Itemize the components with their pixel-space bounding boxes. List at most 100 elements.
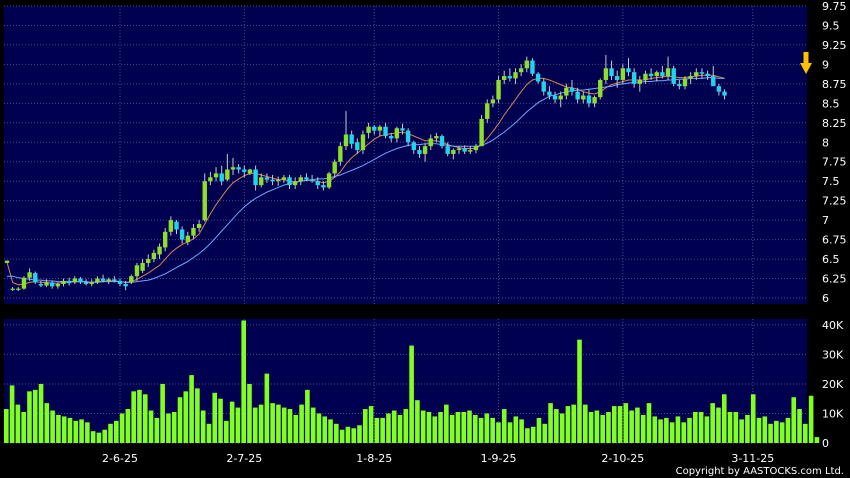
volume-bar bbox=[438, 412, 443, 443]
candle-body bbox=[524, 60, 529, 69]
volume-bar bbox=[467, 410, 472, 443]
candle-body bbox=[55, 283, 61, 287]
candle-body bbox=[648, 73, 654, 77]
candle bbox=[422, 143, 428, 162]
candle bbox=[309, 174, 315, 183]
candle-body bbox=[185, 235, 190, 242]
candle-body bbox=[4, 260, 10, 263]
volume-bar bbox=[137, 389, 142, 443]
candle-body bbox=[78, 278, 83, 283]
candle-body bbox=[665, 68, 671, 77]
candle-body bbox=[208, 177, 213, 182]
candle bbox=[21, 276, 27, 290]
candle-body bbox=[682, 78, 688, 87]
volume-bar bbox=[756, 417, 762, 443]
candle bbox=[33, 271, 38, 284]
volume-series bbox=[4, 320, 820, 443]
candle bbox=[547, 86, 552, 100]
volume-bar bbox=[768, 423, 773, 443]
volume-bar bbox=[96, 432, 102, 443]
candle-body bbox=[637, 79, 642, 84]
candle bbox=[134, 262, 140, 281]
volume-bar bbox=[449, 414, 455, 443]
candle-body bbox=[151, 252, 157, 260]
candle bbox=[61, 278, 66, 287]
candle bbox=[665, 56, 671, 80]
volume-bar bbox=[362, 409, 368, 443]
volume-bar bbox=[368, 406, 374, 443]
candle-body bbox=[377, 126, 383, 131]
candle-body bbox=[360, 134, 366, 151]
price-tick-label: 6 bbox=[822, 292, 829, 305]
volume-bar bbox=[693, 412, 698, 443]
candle bbox=[552, 91, 558, 104]
candle bbox=[586, 89, 592, 108]
date-tick-label: 1-9-25 bbox=[481, 452, 517, 465]
volume-bar bbox=[305, 389, 310, 443]
candle bbox=[569, 79, 575, 96]
volume-bar bbox=[507, 422, 513, 443]
candle bbox=[72, 276, 77, 284]
volume-bar bbox=[287, 409, 293, 443]
candle bbox=[55, 282, 61, 289]
candle-body bbox=[626, 68, 631, 73]
volume-bar bbox=[9, 385, 15, 443]
candle bbox=[146, 254, 151, 267]
volume-bar bbox=[745, 414, 750, 443]
volume-bar bbox=[148, 410, 154, 443]
candle-body bbox=[304, 177, 309, 180]
candle bbox=[377, 125, 383, 137]
volume-bar bbox=[490, 417, 495, 443]
candle bbox=[343, 111, 349, 151]
candle bbox=[615, 70, 620, 88]
volume-bar bbox=[548, 403, 553, 443]
volume-bar bbox=[4, 409, 9, 443]
candle-body bbox=[422, 146, 428, 154]
candle bbox=[247, 168, 253, 175]
price-axis: 9.75 9.5 9.25 9 8.75 8.5 8.25 8 7.75 7.5 7.25 7 6.75… bbox=[822, 0, 847, 305]
candle-body bbox=[620, 68, 626, 80]
candle bbox=[699, 68, 705, 79]
price-tick-label: 8.75 bbox=[822, 78, 847, 91]
candle-body bbox=[270, 179, 275, 182]
candle-body bbox=[462, 148, 467, 152]
price-tick-label: 8.5 bbox=[822, 97, 840, 110]
volume-bar bbox=[808, 395, 814, 443]
date-tick-label: 2-6-25 bbox=[102, 452, 138, 465]
candle bbox=[236, 164, 241, 174]
price-tick-label: 9 bbox=[822, 58, 829, 71]
candle bbox=[722, 89, 727, 100]
volume-bar bbox=[542, 423, 548, 443]
candle-body bbox=[179, 229, 185, 240]
volume-bar bbox=[716, 407, 721, 443]
price-tick-label: 9.25 bbox=[822, 39, 847, 52]
volume-bar bbox=[687, 417, 692, 443]
candle bbox=[575, 87, 580, 104]
candle-body bbox=[309, 179, 315, 182]
volume-bar bbox=[420, 410, 426, 443]
volume-bar bbox=[351, 428, 356, 443]
volume-bar bbox=[652, 416, 658, 443]
price-tick-label: 7.25 bbox=[822, 195, 847, 208]
candle bbox=[332, 159, 337, 178]
candle bbox=[592, 95, 597, 108]
candle bbox=[213, 167, 219, 182]
price-tick-label: 6.75 bbox=[822, 234, 847, 247]
candle bbox=[106, 277, 111, 284]
candle-body bbox=[16, 288, 21, 290]
volume-bar bbox=[814, 437, 820, 443]
candle bbox=[304, 173, 309, 182]
volume-bar bbox=[160, 383, 165, 443]
volume-bar bbox=[195, 388, 200, 443]
volume-bar bbox=[426, 412, 432, 443]
moving-average-lines bbox=[6, 74, 725, 286]
volume-bar bbox=[571, 404, 577, 443]
price-tick-label: 9.5 bbox=[822, 19, 840, 32]
candle-body bbox=[134, 265, 140, 277]
volume-bar bbox=[27, 391, 32, 443]
candle-body bbox=[21, 277, 27, 289]
candle bbox=[541, 78, 546, 96]
volume-bar bbox=[281, 407, 287, 443]
volume-bar bbox=[241, 320, 246, 443]
volume-bar bbox=[166, 413, 171, 443]
